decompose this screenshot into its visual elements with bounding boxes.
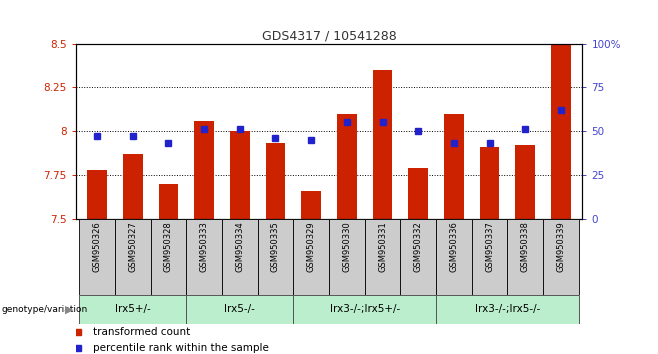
- Text: GSM950336: GSM950336: [449, 221, 459, 272]
- Text: GSM950337: GSM950337: [485, 221, 494, 272]
- Text: GSM950330: GSM950330: [342, 221, 351, 272]
- Bar: [115, 219, 151, 295]
- Bar: [480, 147, 499, 219]
- Text: GSM950334: GSM950334: [236, 221, 244, 272]
- Bar: [472, 219, 507, 295]
- Text: ▶: ▶: [64, 304, 73, 314]
- Bar: [194, 121, 214, 219]
- Bar: [400, 219, 436, 295]
- Bar: [444, 114, 464, 219]
- Bar: [409, 168, 428, 219]
- Bar: [337, 114, 357, 219]
- Text: lrx5-/-: lrx5-/-: [224, 304, 255, 314]
- Bar: [507, 219, 543, 295]
- Bar: [79, 219, 115, 295]
- Text: lrx3-/-;lrx5+/-: lrx3-/-;lrx5+/-: [330, 304, 400, 314]
- Bar: [293, 219, 329, 295]
- Text: GSM950335: GSM950335: [271, 221, 280, 272]
- Bar: [151, 219, 186, 295]
- Bar: [79, 295, 186, 324]
- Bar: [123, 154, 143, 219]
- Bar: [222, 219, 258, 295]
- Text: transformed count: transformed count: [93, 327, 191, 337]
- Text: genotype/variation: genotype/variation: [2, 305, 88, 314]
- Bar: [88, 170, 107, 219]
- Bar: [436, 219, 472, 295]
- Bar: [515, 145, 535, 219]
- Bar: [329, 219, 365, 295]
- Text: GSM950339: GSM950339: [557, 221, 565, 272]
- Title: GDS4317 / 10541288: GDS4317 / 10541288: [262, 29, 396, 42]
- Bar: [543, 219, 579, 295]
- Bar: [436, 295, 579, 324]
- Bar: [365, 219, 400, 295]
- Text: GSM950333: GSM950333: [199, 221, 209, 272]
- Text: GSM950326: GSM950326: [93, 221, 101, 272]
- Bar: [551, 44, 570, 219]
- Bar: [186, 219, 222, 295]
- Bar: [258, 219, 293, 295]
- Text: GSM950329: GSM950329: [307, 221, 316, 272]
- Text: GSM950328: GSM950328: [164, 221, 173, 272]
- Text: GSM950331: GSM950331: [378, 221, 387, 272]
- Bar: [230, 131, 249, 219]
- Bar: [372, 70, 392, 219]
- Bar: [266, 143, 286, 219]
- Bar: [186, 295, 293, 324]
- Bar: [159, 184, 178, 219]
- Bar: [293, 295, 436, 324]
- Text: GSM950327: GSM950327: [128, 221, 138, 272]
- Bar: [301, 191, 321, 219]
- Text: GSM950338: GSM950338: [520, 221, 530, 272]
- Text: lrx5+/-: lrx5+/-: [115, 304, 151, 314]
- Text: percentile rank within the sample: percentile rank within the sample: [93, 343, 269, 353]
- Text: lrx3-/-;lrx5-/-: lrx3-/-;lrx5-/-: [474, 304, 540, 314]
- Text: GSM950332: GSM950332: [414, 221, 422, 272]
